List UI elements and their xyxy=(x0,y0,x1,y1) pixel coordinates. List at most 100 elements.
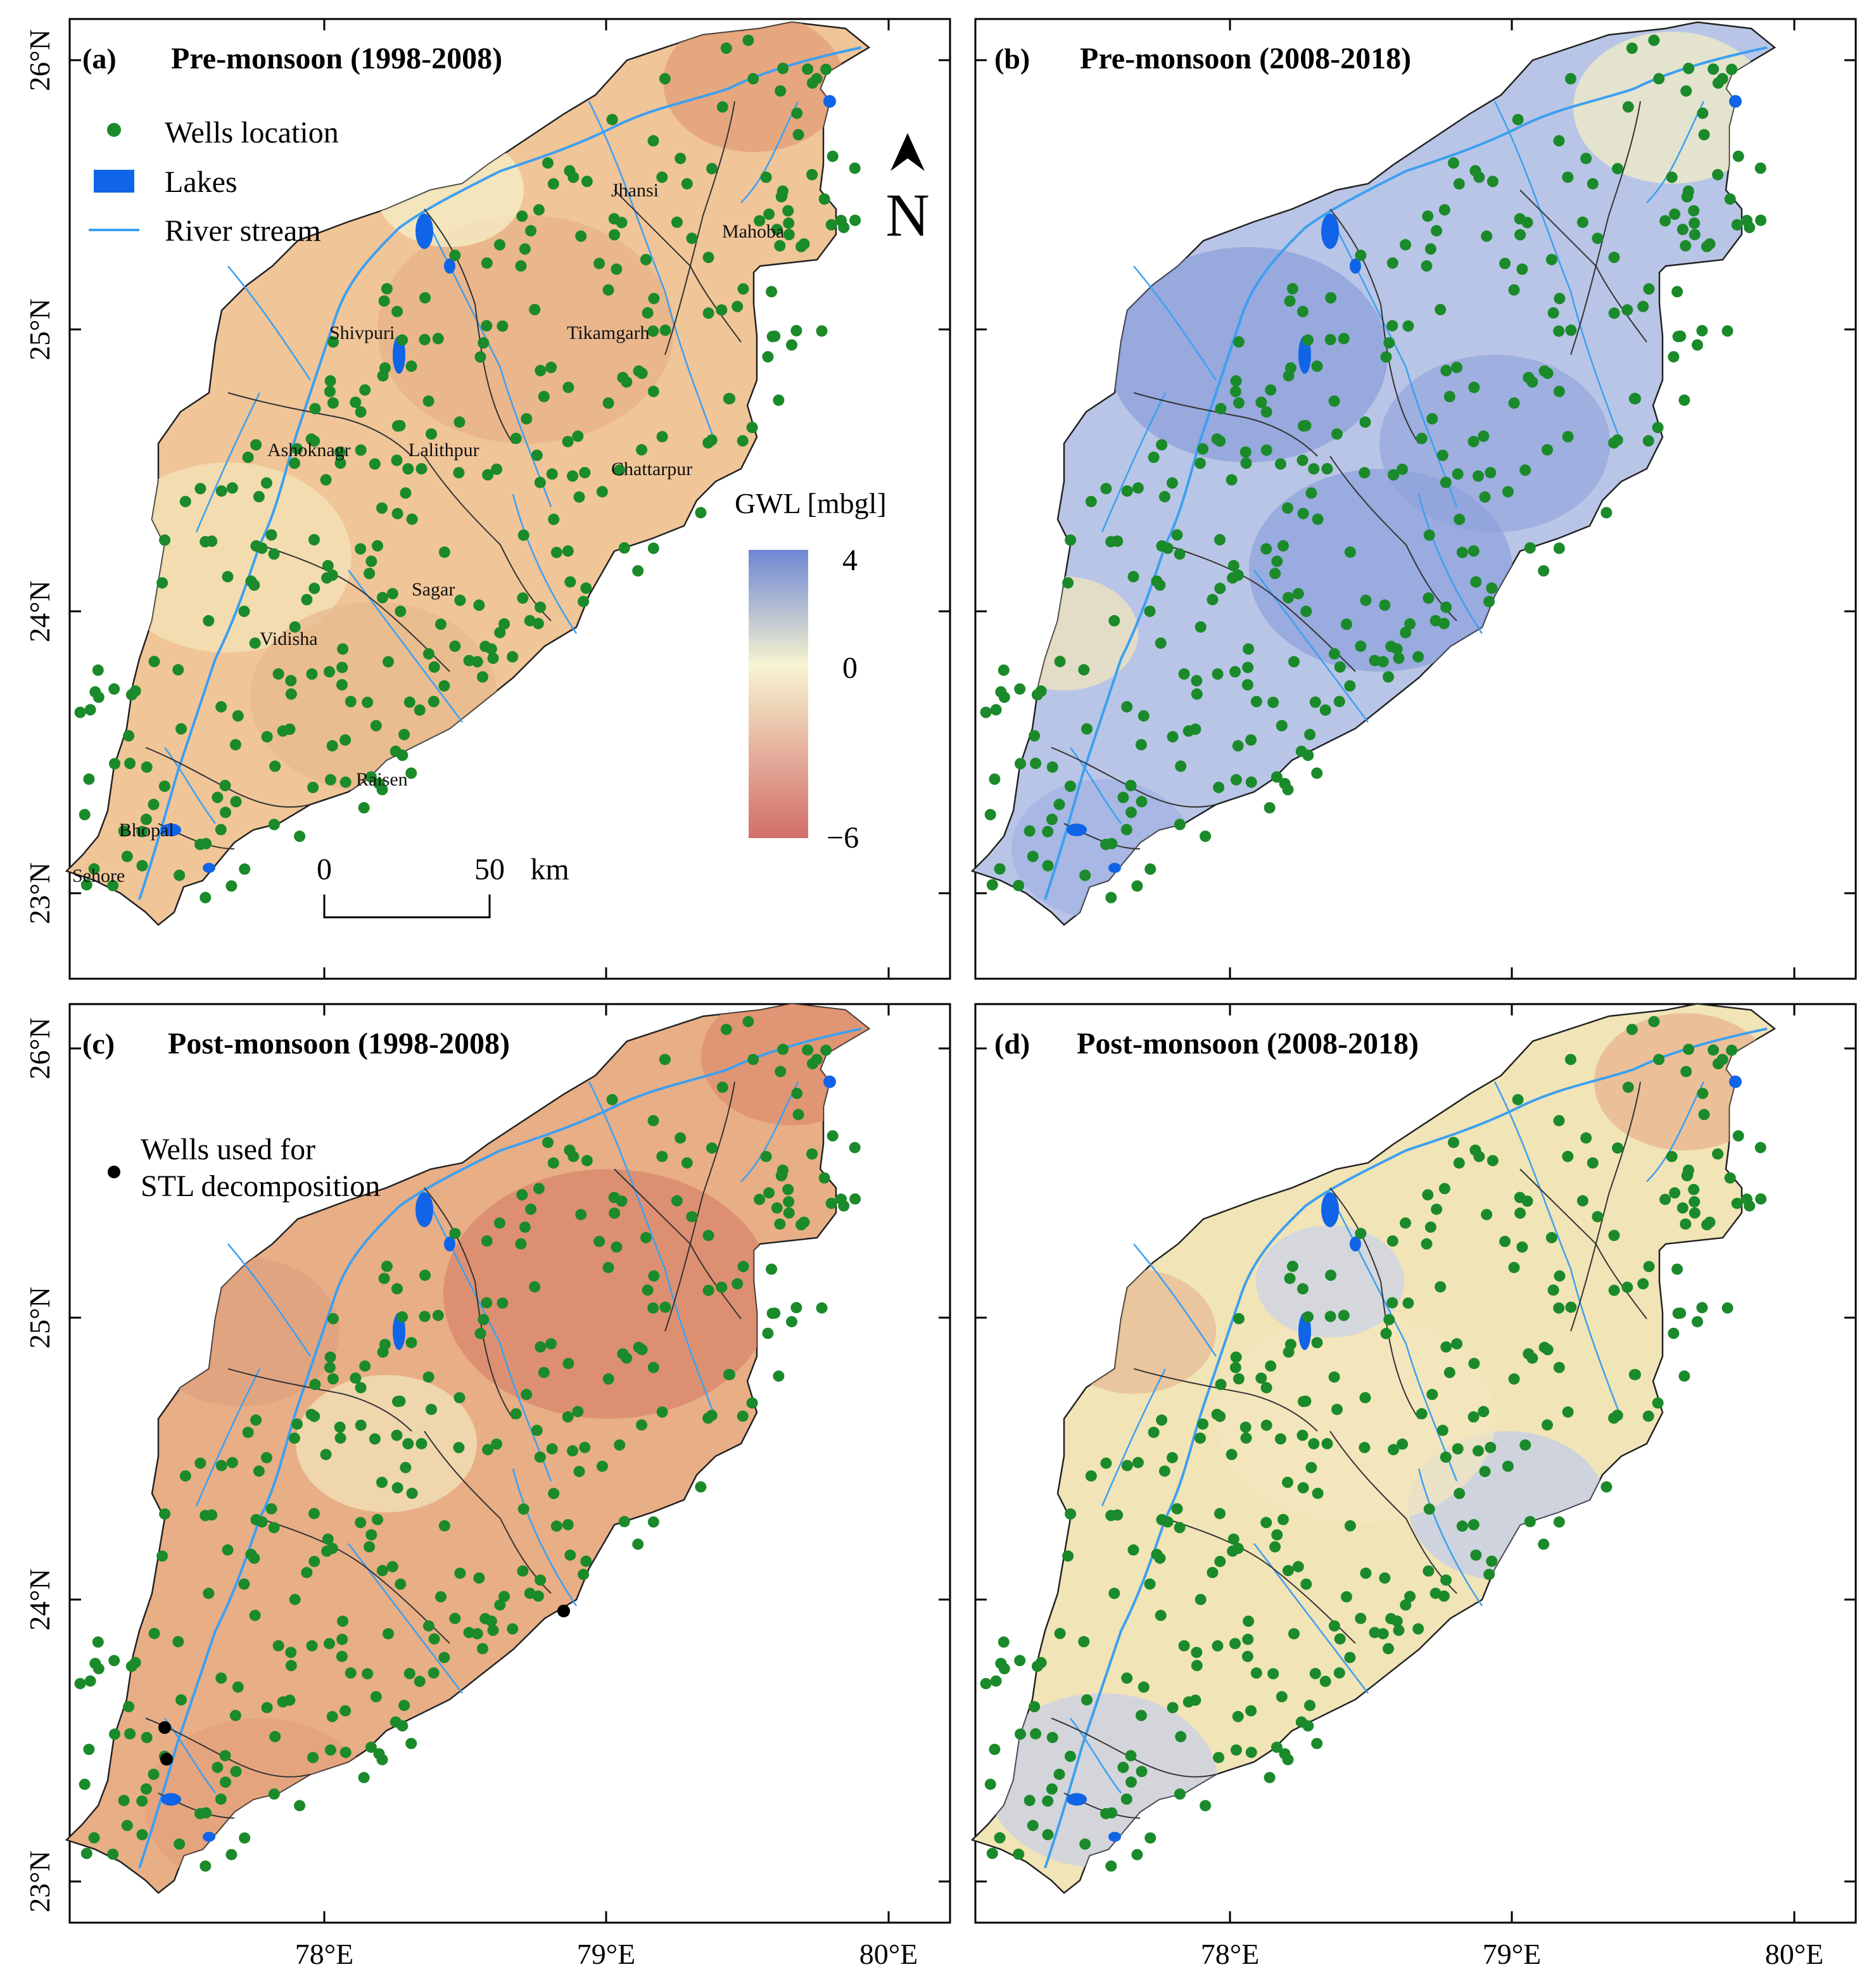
well-marker xyxy=(1155,1610,1167,1621)
well-marker xyxy=(370,1691,382,1703)
lat-label: 26°N xyxy=(23,1017,56,1079)
well-marker xyxy=(1213,1752,1225,1764)
well-marker xyxy=(1271,1741,1283,1753)
well-marker xyxy=(269,1731,281,1743)
panel-title: Pre-monsoon (1998-2008) xyxy=(171,42,502,75)
well-marker xyxy=(406,513,418,525)
lakes xyxy=(161,1075,836,1842)
well-marker xyxy=(1277,1513,1289,1525)
well-marker xyxy=(742,1015,754,1028)
well-marker xyxy=(1230,375,1242,387)
river-stream xyxy=(348,1543,464,1694)
lat-label: 23°N xyxy=(23,862,56,924)
river-stream xyxy=(1133,1243,1217,1357)
well-marker xyxy=(239,863,251,875)
well-marker xyxy=(1064,780,1076,792)
well-marker xyxy=(1269,1541,1281,1553)
well-marker xyxy=(1731,1197,1743,1209)
well-marker xyxy=(261,731,273,742)
river-stream xyxy=(1253,570,1369,723)
well-marker xyxy=(1678,1370,1690,1382)
well-marker xyxy=(396,1311,408,1323)
well-marker xyxy=(158,780,170,792)
lake xyxy=(444,258,455,274)
well-marker xyxy=(109,1728,120,1740)
well-marker xyxy=(1131,1849,1143,1861)
well-marker xyxy=(1282,592,1294,604)
well-marker xyxy=(79,808,91,820)
lake xyxy=(1350,258,1361,274)
well-marker xyxy=(1046,761,1058,773)
well-marker xyxy=(215,1793,227,1805)
well-marker xyxy=(1300,1395,1312,1407)
well-marker xyxy=(1438,1183,1450,1195)
well-marker xyxy=(1653,73,1665,85)
well-marker xyxy=(827,150,839,162)
well-marker xyxy=(1404,618,1416,630)
district-border xyxy=(1051,747,1217,808)
well-marker xyxy=(647,1516,659,1528)
river-stream xyxy=(348,570,464,723)
well-marker xyxy=(567,470,578,482)
well-marker xyxy=(109,758,120,770)
river-stream xyxy=(1069,747,1122,824)
well-marker xyxy=(716,1081,728,1093)
well-marker xyxy=(250,1414,262,1426)
well-marker xyxy=(478,337,490,349)
river-stream xyxy=(512,1468,578,1607)
well-marker xyxy=(238,1578,250,1590)
well-marker xyxy=(435,618,447,630)
river-stream xyxy=(1493,101,1623,444)
well-marker xyxy=(608,1192,620,1204)
well-marker xyxy=(1054,1627,1066,1639)
well-marker xyxy=(473,599,485,611)
well-marker xyxy=(1030,758,1042,769)
well-marker xyxy=(1136,1766,1148,1778)
well-marker xyxy=(1516,263,1528,275)
well-marker xyxy=(1321,1438,1333,1449)
well-marker xyxy=(1391,1615,1403,1627)
well-marker xyxy=(573,1465,585,1477)
well-marker xyxy=(1402,1297,1414,1309)
well-marker xyxy=(1283,1346,1295,1358)
district-border xyxy=(1165,1518,1356,1644)
well-marker xyxy=(1744,222,1756,233)
well-marker xyxy=(1648,1015,1660,1028)
well-marker xyxy=(1065,534,1077,546)
well-marker xyxy=(1592,232,1604,245)
well-marker xyxy=(1416,1408,1428,1420)
well-marker xyxy=(1189,1694,1201,1706)
well-marker xyxy=(1171,529,1183,541)
well-marker xyxy=(272,1640,284,1652)
well-marker xyxy=(647,1361,659,1373)
well-marker xyxy=(1423,1503,1435,1515)
well-marker xyxy=(562,1358,574,1370)
well-marker xyxy=(1440,476,1452,488)
well-marker xyxy=(487,652,499,665)
well-marker xyxy=(1671,1263,1683,1275)
well-marker xyxy=(219,780,231,791)
well-marker xyxy=(285,1646,297,1658)
well-marker xyxy=(339,1705,352,1717)
well-marker xyxy=(1652,1397,1664,1409)
well-marker xyxy=(1712,1148,1724,1160)
well-marker xyxy=(989,773,1001,785)
well-marker xyxy=(485,1615,497,1627)
well-marker xyxy=(1100,1457,1112,1469)
well-marker xyxy=(1230,1351,1242,1363)
well-marker xyxy=(1174,548,1186,560)
well-marker xyxy=(1453,178,1465,190)
well-marker xyxy=(774,240,786,251)
well-marker xyxy=(656,171,668,183)
well-marker xyxy=(1622,1081,1634,1093)
well-marker xyxy=(1683,63,1695,74)
well-marker xyxy=(706,1410,718,1422)
panel-title: Post-monsoon (1998-2008) xyxy=(168,1027,510,1060)
well-marker xyxy=(771,1202,783,1214)
well-marker xyxy=(1042,860,1054,872)
well-marker xyxy=(1587,178,1599,190)
lat-label: 26°N xyxy=(23,29,56,91)
well-marker xyxy=(215,824,227,836)
well-marker xyxy=(148,1627,160,1639)
well-marker xyxy=(1538,565,1550,577)
